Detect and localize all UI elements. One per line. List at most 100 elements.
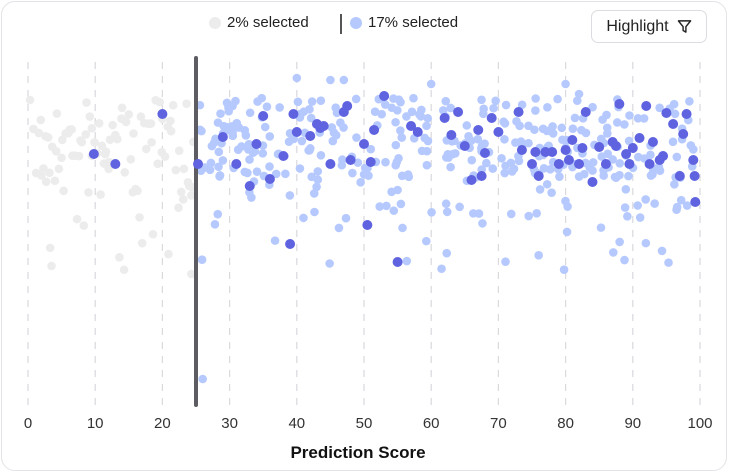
point-unselected xyxy=(67,125,76,134)
point-unselected xyxy=(47,261,56,271)
point-unselected xyxy=(155,97,165,107)
point-unselected xyxy=(54,164,64,174)
point-unselected xyxy=(37,171,46,180)
point-selected xyxy=(409,93,418,103)
point-selected xyxy=(293,97,303,107)
legend-item-selected[interactable]: 17% selected xyxy=(350,14,458,31)
point-highlighted xyxy=(476,171,487,181)
point-highlighted xyxy=(644,159,655,169)
point-highlighted xyxy=(231,159,242,169)
point-selected xyxy=(313,167,323,176)
point-highlighted xyxy=(614,99,625,109)
point-selected xyxy=(316,96,326,106)
point-selected xyxy=(275,103,284,112)
legend-label-selected: 17% selected xyxy=(368,14,459,31)
point-unselected xyxy=(117,103,127,113)
point-unselected xyxy=(174,146,184,155)
point-selected xyxy=(206,158,216,168)
point-selected xyxy=(341,213,351,223)
point-selected xyxy=(265,132,275,141)
point-selected xyxy=(316,150,326,160)
point-selected xyxy=(421,236,431,246)
point-unselected xyxy=(153,159,162,168)
point-selected xyxy=(271,169,281,179)
point-selected xyxy=(477,95,486,105)
point-unselected xyxy=(57,135,67,145)
point-selected xyxy=(539,163,549,173)
x-tick-label-70: 70 xyxy=(490,415,507,432)
point-selected xyxy=(243,168,252,178)
point-selected xyxy=(393,185,402,195)
point-unselected xyxy=(137,238,147,248)
point-selected xyxy=(222,98,232,108)
point-highlighted xyxy=(567,135,578,145)
point-unselected xyxy=(82,98,91,107)
point-selected xyxy=(260,122,270,132)
point-unselected xyxy=(25,95,35,105)
highlight-button[interactable]: Highlight xyxy=(591,10,707,43)
point-selected xyxy=(427,207,436,217)
point-unselected xyxy=(166,126,176,136)
point-selected xyxy=(672,205,681,215)
point-unselected xyxy=(119,265,129,275)
point-selected xyxy=(325,259,334,268)
point-selected xyxy=(562,227,572,237)
point-selected xyxy=(615,170,624,180)
point-highlighted xyxy=(674,171,685,181)
point-selected xyxy=(624,136,634,146)
point-highlighted xyxy=(342,101,353,111)
point-selected xyxy=(380,100,390,109)
point-highlighted xyxy=(264,174,275,184)
point-selected xyxy=(334,223,344,233)
point-selected xyxy=(243,145,253,154)
point-selected xyxy=(512,116,521,126)
point-selected xyxy=(270,236,280,245)
point-unselected xyxy=(41,131,50,141)
point-selected xyxy=(407,107,417,117)
point-selected xyxy=(351,94,361,104)
x-tick-label-10: 10 xyxy=(87,415,104,432)
point-selected xyxy=(326,75,335,85)
point-selected xyxy=(210,220,220,229)
point-selected xyxy=(620,120,629,129)
point-highlighted xyxy=(574,159,585,169)
point-selected xyxy=(265,162,274,171)
point-selected xyxy=(464,131,473,141)
point-unselected xyxy=(120,167,130,177)
point-selected xyxy=(253,97,262,106)
point-selected xyxy=(625,111,634,120)
point-selected xyxy=(437,264,446,274)
point-highlighted xyxy=(688,155,699,165)
point-selected xyxy=(398,223,407,233)
point-selected xyxy=(391,117,400,127)
point-unselected xyxy=(168,100,178,110)
point-highlighted xyxy=(288,109,299,119)
point-selected xyxy=(535,185,545,194)
point-highlighted xyxy=(318,121,329,131)
point-selected xyxy=(545,165,555,174)
point-selected xyxy=(641,195,650,204)
point-selected xyxy=(501,161,510,171)
point-unselected xyxy=(113,134,122,144)
point-selected xyxy=(366,144,376,154)
point-selected xyxy=(462,121,472,130)
point-unselected xyxy=(133,186,142,196)
point-selected xyxy=(499,117,508,127)
point-selected xyxy=(394,95,404,104)
point-unselected xyxy=(124,110,134,119)
point-selected xyxy=(669,99,679,109)
point-selected xyxy=(639,114,649,123)
point-unselected xyxy=(143,119,153,128)
point-selected xyxy=(620,203,630,212)
point-selected xyxy=(572,96,582,105)
point-selected xyxy=(664,258,673,267)
point-selected xyxy=(672,152,682,162)
point-selected xyxy=(233,145,243,155)
point-unselected xyxy=(186,269,196,279)
point-selected xyxy=(506,209,516,219)
point-selected xyxy=(312,182,321,192)
point-unselected xyxy=(39,164,48,173)
legend-item-unselected[interactable]: 2% selected xyxy=(209,14,309,31)
point-selected xyxy=(602,123,612,133)
point-selected xyxy=(657,246,667,256)
